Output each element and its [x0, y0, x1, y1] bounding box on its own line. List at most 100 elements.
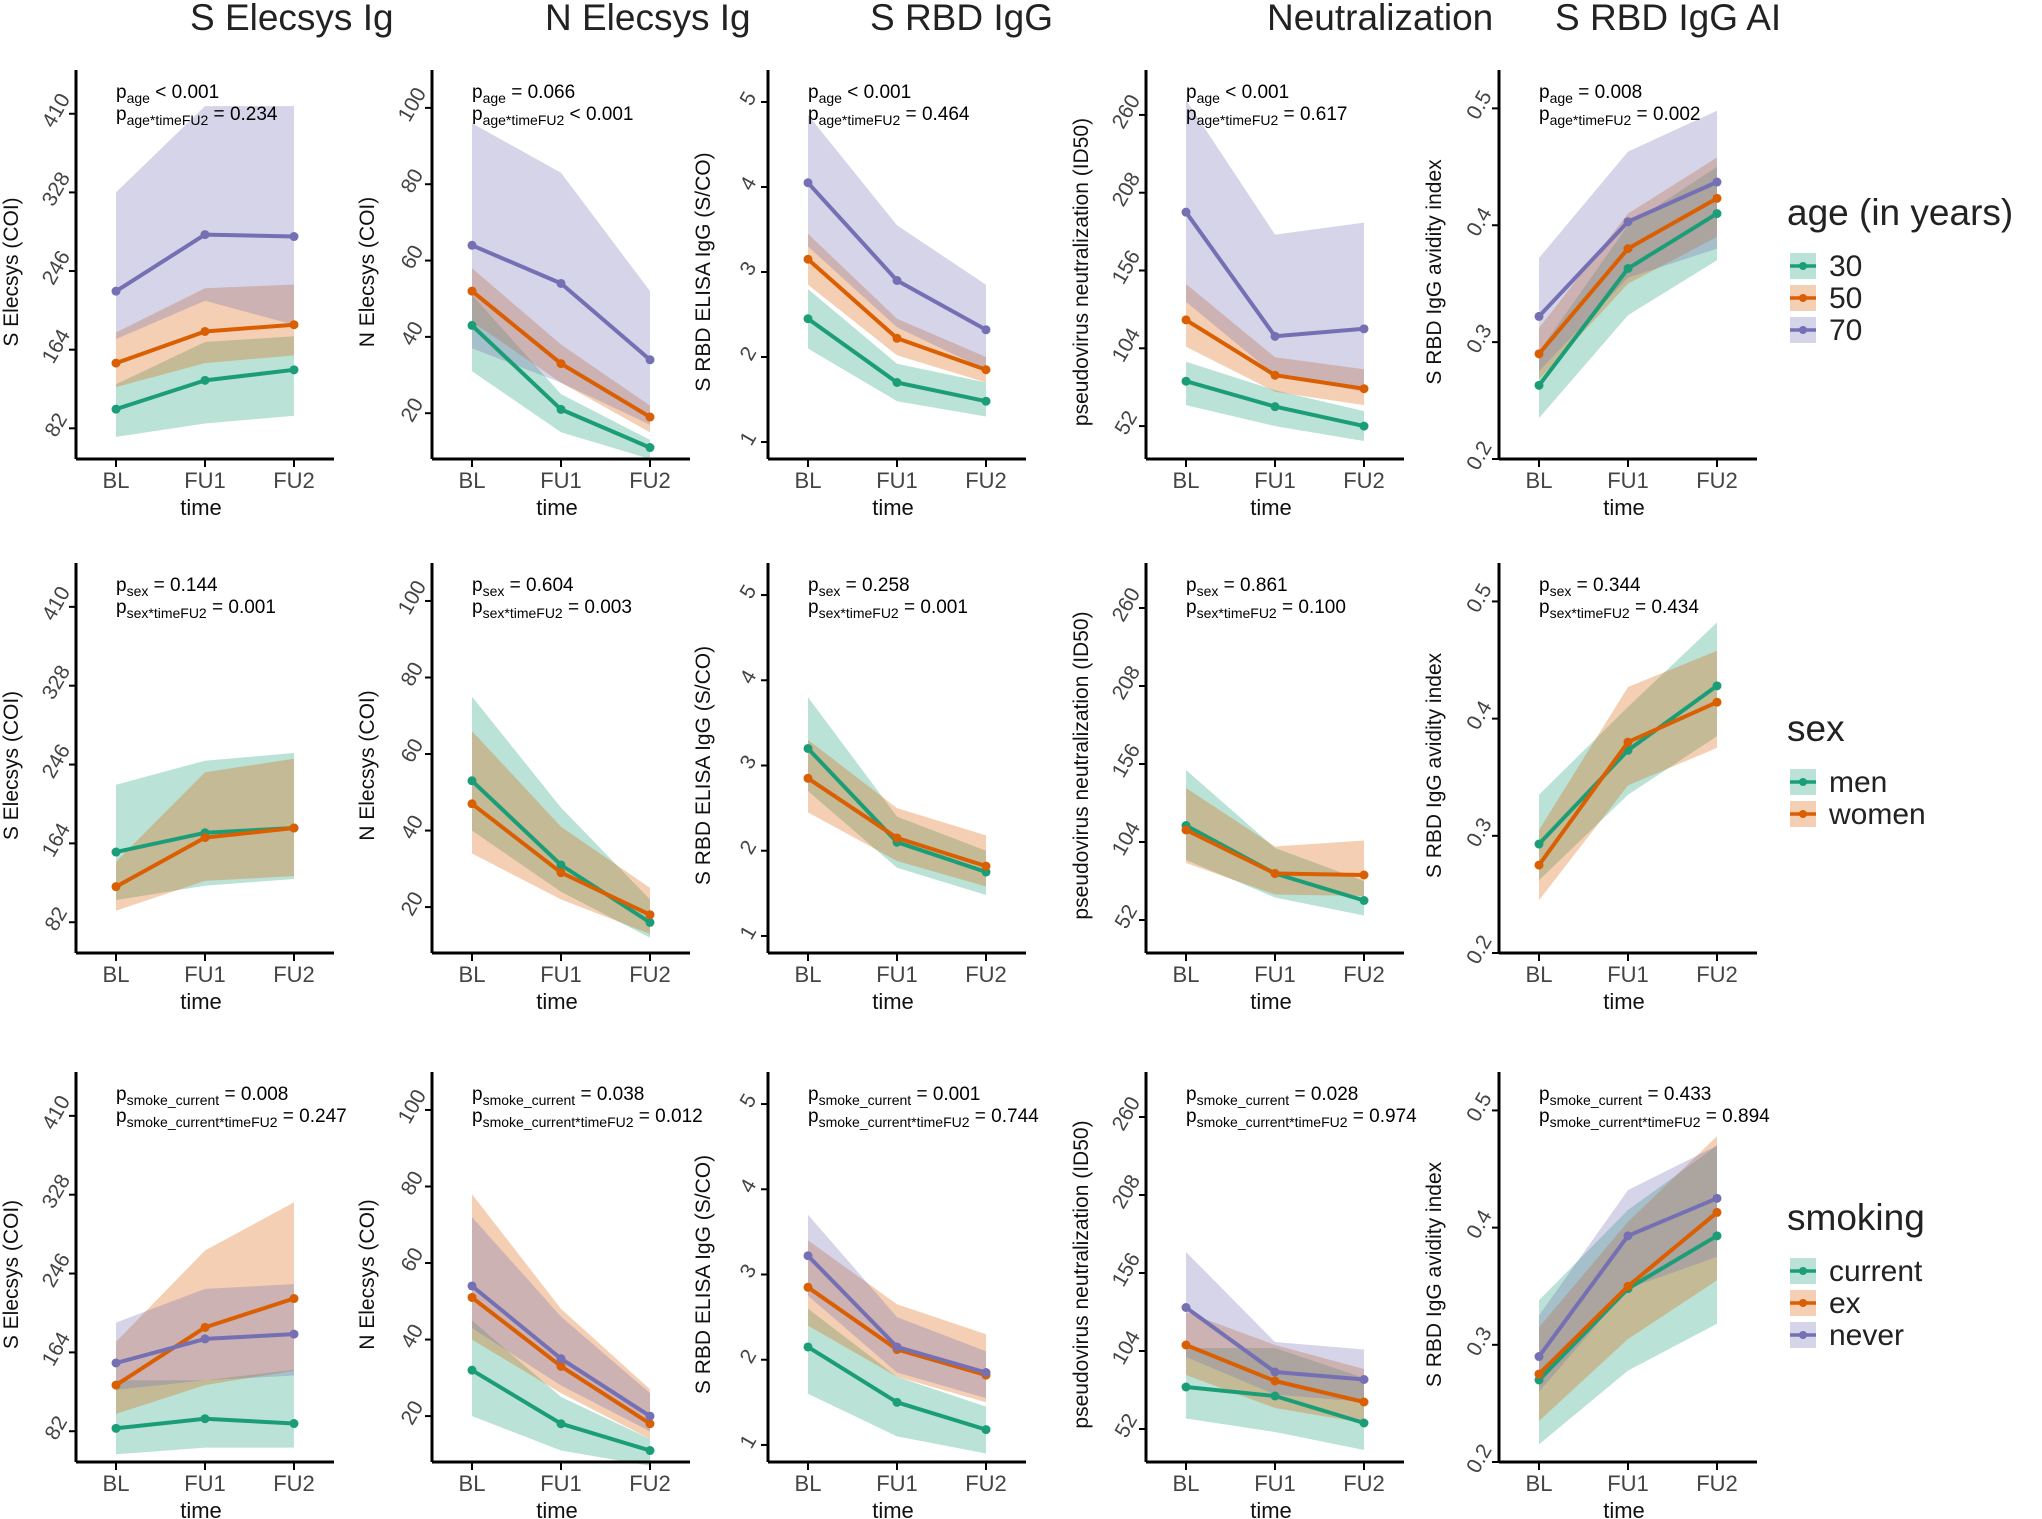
data-point: [981, 365, 991, 375]
ribbon-ex: [472, 1194, 650, 1439]
y-tick-label: 2: [735, 837, 761, 859]
x-axis-title: time: [1250, 1498, 1292, 1519]
data-point: [892, 378, 902, 387]
p-value: 0.144: [170, 575, 218, 596]
data-point: [892, 1397, 902, 1407]
x-tick-label: BL: [795, 962, 822, 987]
p-value-annotation: psex*timeFU2 = 0.003: [472, 597, 632, 621]
data-point: [556, 404, 566, 414]
p-value: 0.001: [920, 597, 968, 618]
y-tick-label: 410: [38, 583, 75, 625]
data-point: [111, 847, 121, 857]
data-point: [111, 1380, 121, 1390]
y-tick-label: 0.5: [1462, 1089, 1497, 1126]
y-tick-label: 0.2: [1462, 437, 1497, 474]
x-tick-label: FU2: [273, 962, 315, 987]
data-point: [289, 232, 299, 242]
x-tick-label: FU2: [1343, 1471, 1385, 1496]
x-tick-label: FU1: [876, 468, 918, 493]
p-subscript: smoke_current: [127, 1092, 220, 1108]
ribbon-ex: [1539, 1136, 1717, 1421]
x-tick-label: FU1: [184, 962, 226, 987]
p-value-annotation: psmoke_current = 0.008: [116, 1084, 288, 1108]
y-axis-title: N Elecsys (COI): [356, 690, 379, 841]
data-point: [1712, 1207, 1722, 1217]
panel-r0-c2: 1 2 3 4 5 BL FU1 FU2 time S RBD ELISA IgG (S/CO) p…: [692, 70, 1026, 520]
p-value-annotation: page < 0.001: [1186, 82, 1289, 106]
p-symbol: p: [1186, 1084, 1197, 1105]
data-point: [467, 240, 477, 250]
ribbon-30: [1539, 166, 1717, 419]
y-tick-label: 82: [41, 903, 73, 935]
y-axis-title: S Elecsys (COI): [0, 197, 23, 346]
data-point: [1359, 324, 1369, 334]
legend-label: 50: [1829, 282, 1862, 315]
p-operator: =: [970, 1106, 992, 1127]
x-tick-label: FU2: [273, 1471, 315, 1496]
y-tick-label: 2: [735, 343, 761, 365]
ribbon-30: [472, 294, 650, 459]
x-tick-label: BL: [1173, 962, 1200, 987]
y-tick-label: 156: [1108, 246, 1145, 288]
y-tick-label: 0.4: [1462, 697, 1497, 734]
legend-label: women: [1828, 798, 1926, 831]
ribbon-30: [808, 289, 986, 417]
p-value: 0.001: [586, 104, 634, 125]
legend-title: age (in years): [1787, 192, 2013, 233]
data-point: [556, 1361, 566, 1371]
data-point: [981, 396, 991, 406]
column-title: N Elecsys Ig: [545, 0, 751, 38]
y-tick-label: 60: [397, 241, 429, 273]
data-point: [200, 833, 210, 843]
x-tick-label: FU1: [1254, 962, 1296, 987]
p-value-annotation: psmoke_current*timeFU2 = 0.012: [472, 1106, 703, 1130]
p-subscript: age*timeFU2: [1550, 112, 1632, 128]
p-subscript: sex: [819, 583, 841, 599]
data-point: [1270, 331, 1280, 341]
ribbon-30: [1186, 361, 1364, 441]
x-tick-label: BL: [103, 468, 130, 493]
p-value-annotation: page = 0.066: [472, 82, 575, 106]
p-value-annotation: psmoke_current*timeFU2 = 0.744: [808, 1106, 1039, 1130]
p-value-annotation: psmoke_current = 0.001: [808, 1084, 980, 1108]
p-symbol: p: [116, 104, 127, 125]
y-tick-label: 0.3: [1462, 1323, 1497, 1360]
y-tick-label: 82: [41, 1412, 73, 1444]
x-tick-label: BL: [103, 1471, 130, 1496]
x-axis-title: time: [536, 989, 578, 1014]
p-value: 0.861: [1240, 575, 1288, 596]
p-operator: <: [842, 82, 864, 103]
y-tick-label: 0.4: [1462, 1206, 1497, 1243]
data-point: [1534, 1352, 1544, 1362]
ribbon-never: [472, 1217, 650, 1432]
ribbon-current: [1539, 1145, 1717, 1445]
data-point: [981, 325, 991, 335]
y-tick-label: 0.4: [1462, 203, 1497, 240]
p-value-annotation: psmoke_current*timeFU2 = 0.974: [1186, 1106, 1417, 1130]
x-tick-label: FU1: [1254, 468, 1296, 493]
x-axis-title: time: [1603, 989, 1645, 1014]
data-point: [200, 326, 210, 336]
y-axis-title: S RBD ELISA IgG (S/CO): [692, 152, 715, 391]
x-tick-label: FU1: [540, 962, 582, 987]
data-point: [1270, 1391, 1280, 1401]
y-tick-label: 60: [397, 735, 429, 767]
p-operator: =: [840, 575, 862, 596]
y-tick-label: 3: [735, 751, 761, 773]
p-subscript: smoke_current*timeFU2: [819, 1114, 970, 1130]
p-operator: =: [911, 1084, 933, 1105]
panel-r0-c1: 20 40 60 80 100 BL FU1 FU2 time N Elecsys (COI) pa…: [356, 70, 690, 520]
data-point: [1712, 1231, 1722, 1241]
ribbon-women: [472, 731, 650, 934]
p-value-annotation: psex*timeFU2 = 0.001: [808, 597, 968, 621]
p-subscript: smoke_current: [1197, 1092, 1290, 1108]
data-point: [467, 320, 477, 330]
data-point: [1712, 177, 1722, 187]
p-value: 0.008: [241, 1084, 289, 1105]
data-point: [892, 1342, 902, 1352]
x-tick-label: BL: [1173, 1471, 1200, 1496]
data-point: [1534, 860, 1544, 870]
p-operator: =: [1289, 1084, 1311, 1105]
p-symbol: p: [472, 104, 483, 125]
data-point: [1359, 1397, 1369, 1407]
